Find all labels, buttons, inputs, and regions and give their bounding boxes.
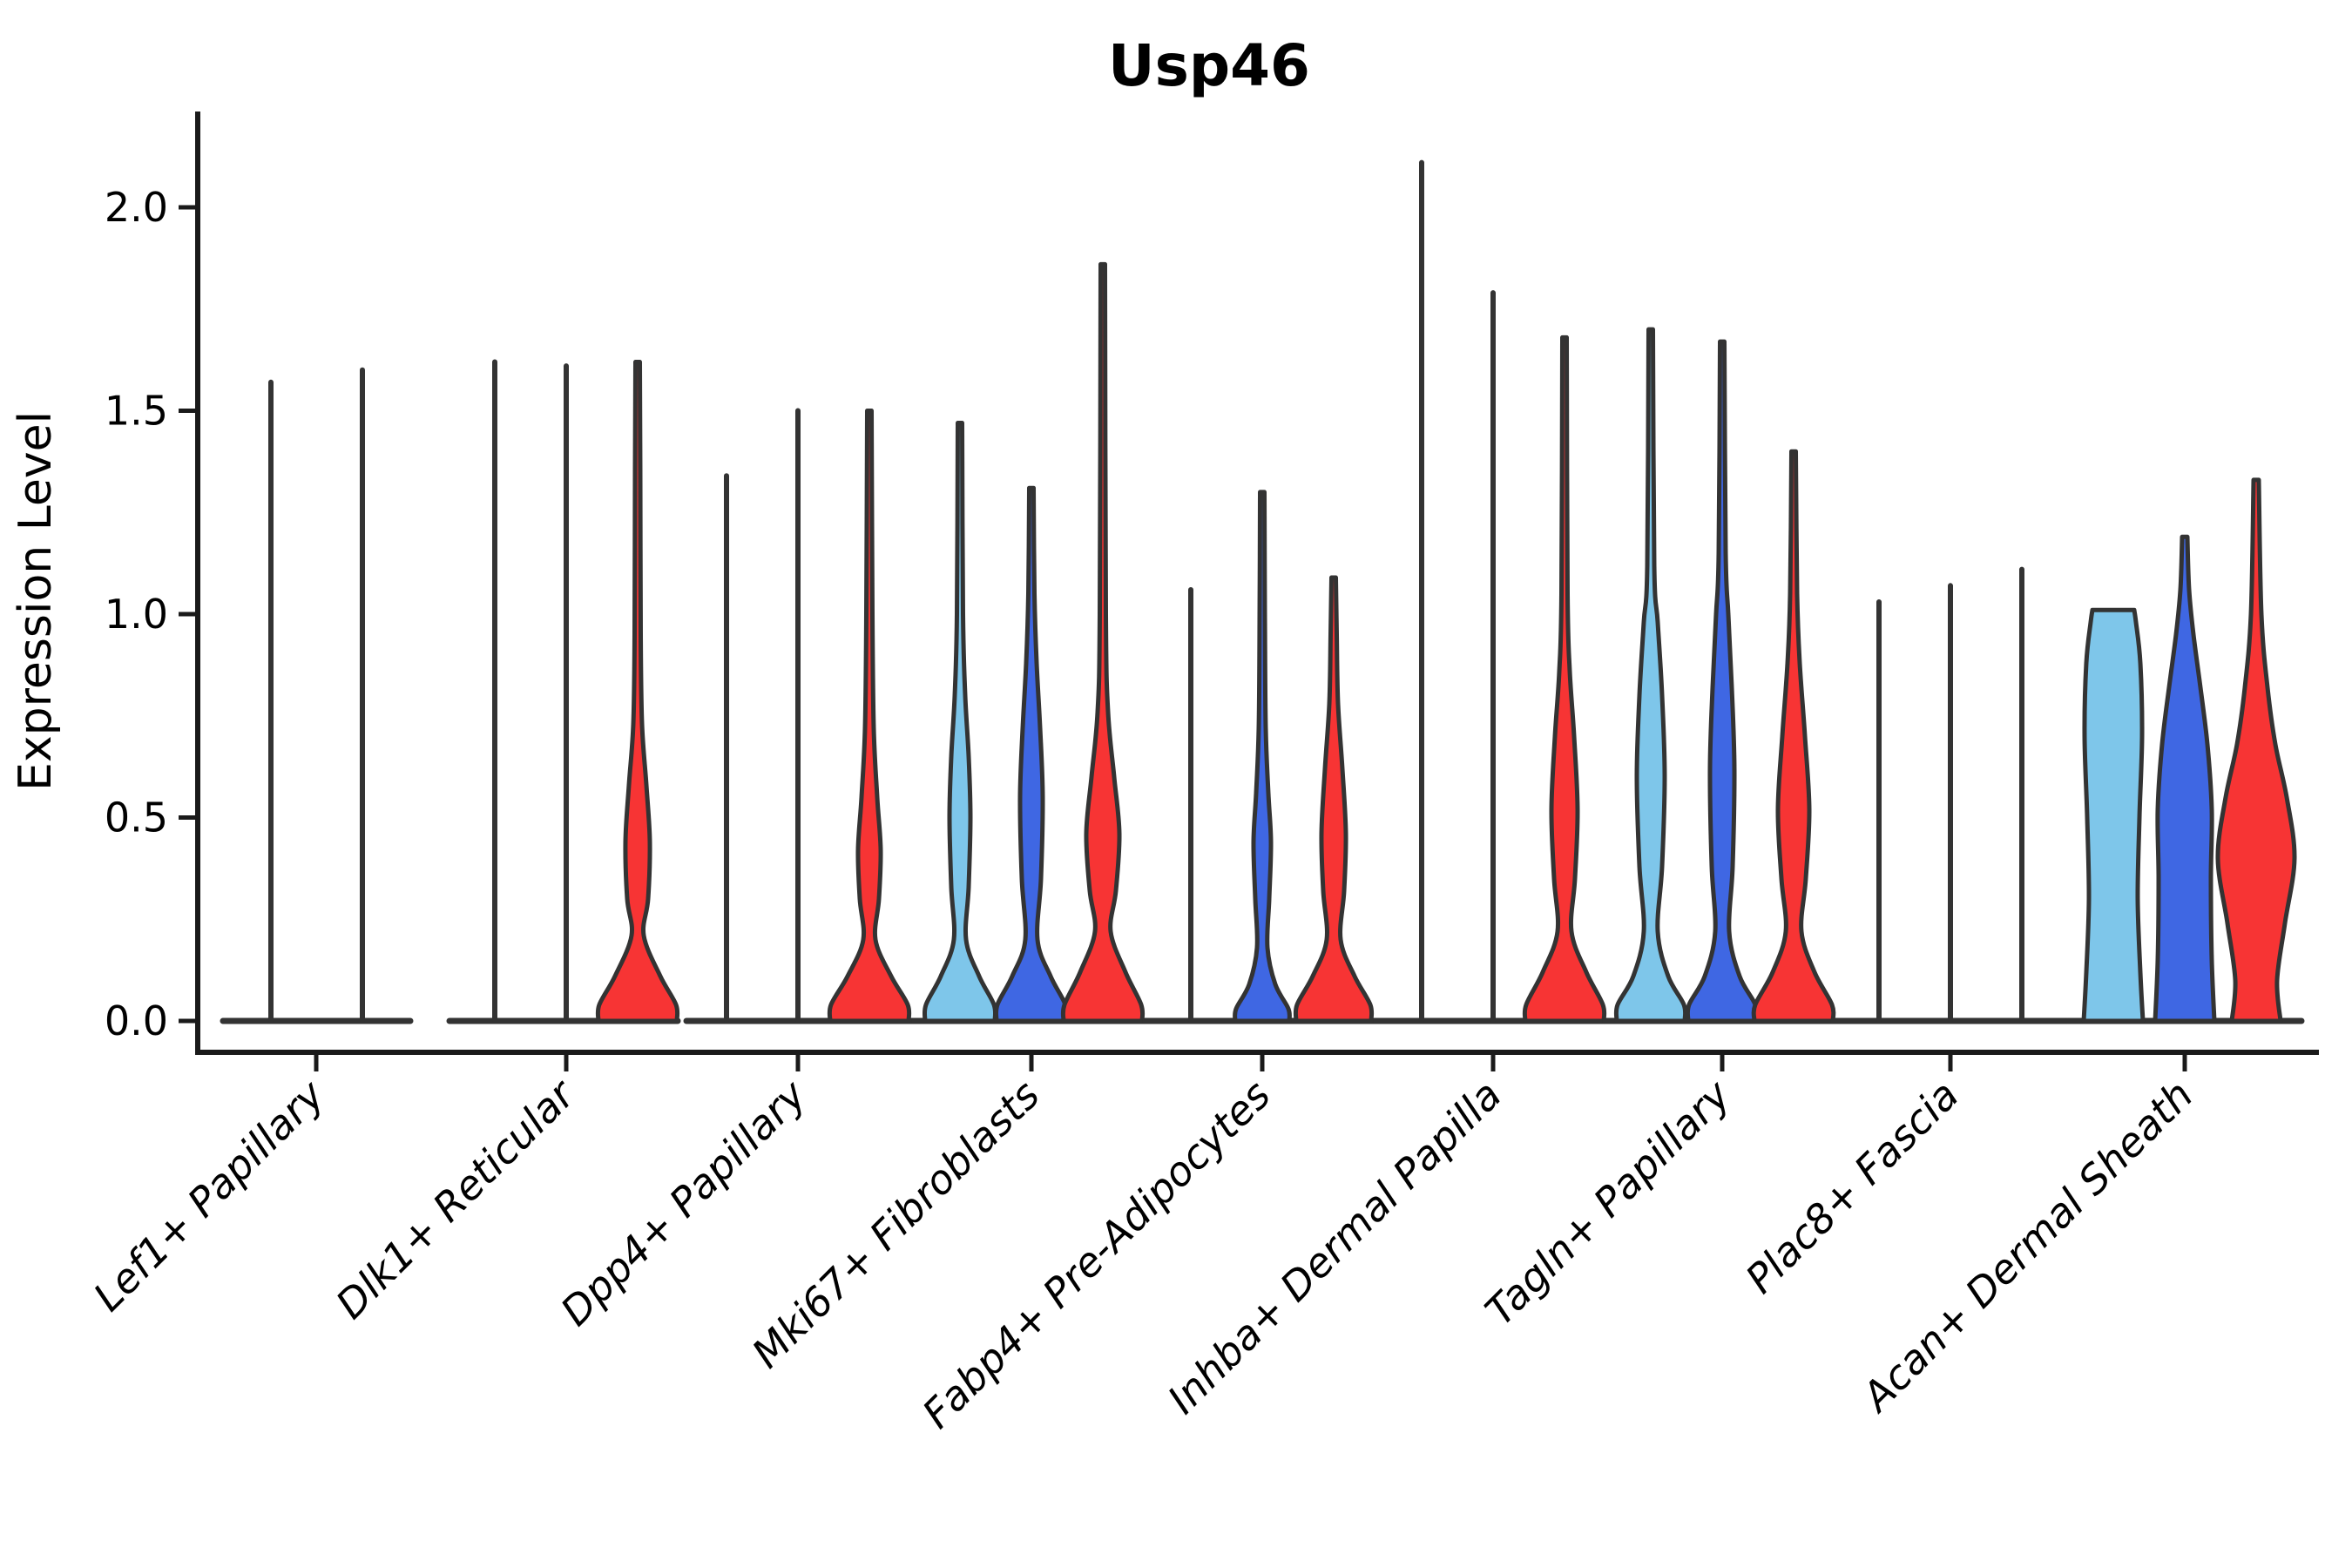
violin-9-2	[2153, 534, 2217, 1024]
plot-title: Usp46	[1108, 32, 1310, 99]
violin-7-2	[1685, 339, 1760, 1024]
axes-layer	[179, 112, 2319, 1071]
violin-5-3	[1293, 575, 1375, 1024]
x-tick-label-group-1: Lef1+ Papillary	[84, 1071, 334, 1320]
x-tick-label-group-7: Tagln+ Papillary	[1476, 1071, 1740, 1335]
violin-4-3	[1060, 261, 1146, 1024]
y-tick-label-1.0: 1.0	[105, 591, 168, 638]
violin-3-3	[827, 409, 912, 1024]
violin-6-3	[1522, 335, 1607, 1024]
violin-9-1	[2081, 607, 2146, 1024]
violin-4-2	[993, 485, 1070, 1024]
violin-layer	[220, 159, 2305, 1024]
y-tick-label-2.0: 2.0	[105, 184, 168, 231]
y-axis-label: Expression Level	[10, 411, 62, 791]
x-tick-label-group-2: Dlk1+ Reticular	[327, 1069, 585, 1328]
y-tick-label-1.5: 1.5	[105, 388, 168, 435]
y-tick-label-0.0: 0.0	[105, 997, 168, 1044]
violin-2-3	[595, 360, 680, 1024]
violin-4-1	[922, 421, 998, 1024]
violin-7-3	[1751, 449, 1836, 1024]
violin-5-2	[1233, 490, 1292, 1024]
y-tick-label-0.5: 0.5	[105, 794, 168, 841]
x-tick-label-group-8: Plac8+ Fascia	[1736, 1071, 1967, 1302]
x-tick-label-group-3: Dpp4+ Papillary	[551, 1071, 815, 1335]
violin-9-3	[2215, 477, 2297, 1024]
violin-7-1	[1613, 327, 1688, 1024]
